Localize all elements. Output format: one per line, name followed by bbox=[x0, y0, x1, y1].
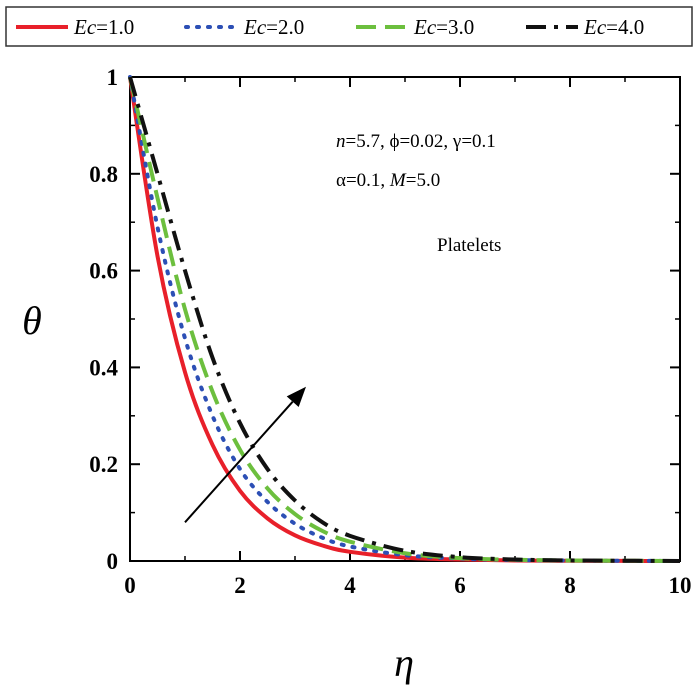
legend-label-ec-3: Ec=3.0 bbox=[413, 15, 474, 39]
platelets-label: Platelets bbox=[437, 235, 501, 256]
y-tick-label: 0.8 bbox=[89, 162, 118, 187]
y-tick-label: 0.4 bbox=[89, 355, 118, 380]
y-axis-title: θ bbox=[22, 298, 42, 343]
x-tick-label: 2 bbox=[234, 573, 246, 598]
x-tick-label: 6 bbox=[454, 573, 466, 598]
series-lines bbox=[128, 75, 682, 563]
arrow-head bbox=[286, 386, 306, 408]
y-tick-label: 0.6 bbox=[89, 259, 118, 284]
y-tick-label: 1 bbox=[107, 65, 119, 90]
parameter-text-line-1: n=5.7, ϕ=0.02, γ=0.1 bbox=[336, 131, 496, 152]
legend-label-ec-4: Ec=4.0 bbox=[583, 15, 644, 39]
series-line-ec-4 bbox=[128, 76, 681, 563]
x-tick-label: 8 bbox=[564, 573, 576, 598]
legend: Ec=1.0 Ec=2.0 Ec=3.0 Ec=4.0 bbox=[5, 6, 693, 47]
y-tick-label: 0.2 bbox=[89, 452, 118, 477]
parameter-text-line-2: α=0.1, M=5.0 bbox=[336, 170, 440, 191]
y-tick-label: 0 bbox=[107, 549, 119, 574]
x-axis-title: η bbox=[394, 640, 414, 685]
arrow-shaft bbox=[184, 401, 294, 523]
x-tick-label: 0 bbox=[124, 573, 136, 598]
series-line-ec-3 bbox=[128, 76, 681, 563]
x-tick-label: 4 bbox=[344, 573, 356, 598]
axis-ticks: 0 2 4 6 8 10 0 0.2 0.4 0.6 0.8 1 bbox=[89, 65, 691, 598]
increasing-ec-arrow bbox=[184, 386, 306, 523]
legend-label-ec-2: Ec=2.0 bbox=[243, 15, 304, 39]
legend-label-ec-1: Ec=1.0 bbox=[73, 15, 134, 39]
x-tick-label: 10 bbox=[669, 573, 692, 598]
